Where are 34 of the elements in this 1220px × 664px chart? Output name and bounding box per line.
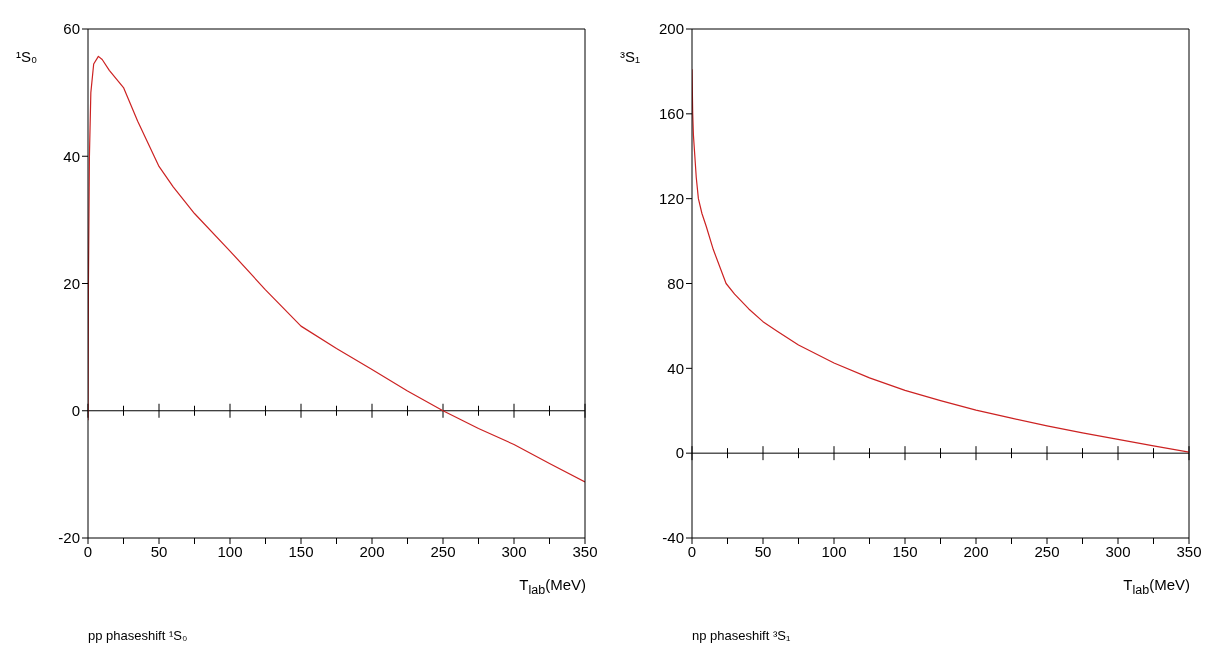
y-tick-label: 60	[63, 20, 80, 38]
x-tick-label: 300	[1105, 542, 1131, 560]
x-tick-label: 350	[572, 542, 598, 560]
y-tick-label: 200	[658, 20, 684, 38]
y-tick-label: -40	[662, 529, 684, 547]
y-tick-label: 0	[675, 444, 684, 462]
x-tick-label: 300	[501, 542, 527, 560]
x-axis-title: T$_{lab}$(MeV)	[1123, 576, 1190, 597]
y-tick-label: 40	[63, 147, 80, 165]
x-tick-label: 250	[430, 542, 456, 560]
y-axis-title: ³S₁	[620, 48, 641, 65]
y-tick-label: 80	[667, 274, 684, 292]
y-tick-label: 160	[658, 105, 684, 123]
x-tick-label: 150	[892, 542, 918, 560]
x-tick-label: 50	[150, 542, 168, 560]
x-tick-label: 250	[1034, 542, 1060, 560]
x-tick-label: 350	[1176, 542, 1202, 560]
text: np phaseshift ³S₁	[692, 628, 791, 643]
y-tick-label: 40	[667, 359, 684, 377]
y-axis-title: ¹S₀	[16, 48, 38, 65]
x-tick-label: 150	[288, 542, 314, 560]
x-tick-label: 100	[821, 542, 847, 560]
y-tick-label: 20	[63, 274, 80, 292]
x-tick-label: 200	[963, 542, 989, 560]
text: pp phaseshift ¹S₀	[88, 628, 188, 643]
x-tick-label: 0	[83, 542, 93, 560]
y-tick-label: -20	[58, 529, 80, 547]
y-tick-label: 120	[658, 189, 684, 207]
x-tick-label: 100	[217, 542, 243, 560]
x-tick-label: 0	[687, 542, 697, 560]
x-tick-label: 50	[754, 542, 772, 560]
y-tick-label: 0	[71, 402, 80, 420]
x-axis-title: T$_{lab}$(MeV)	[519, 576, 586, 597]
x-tick-label: 200	[359, 542, 385, 560]
